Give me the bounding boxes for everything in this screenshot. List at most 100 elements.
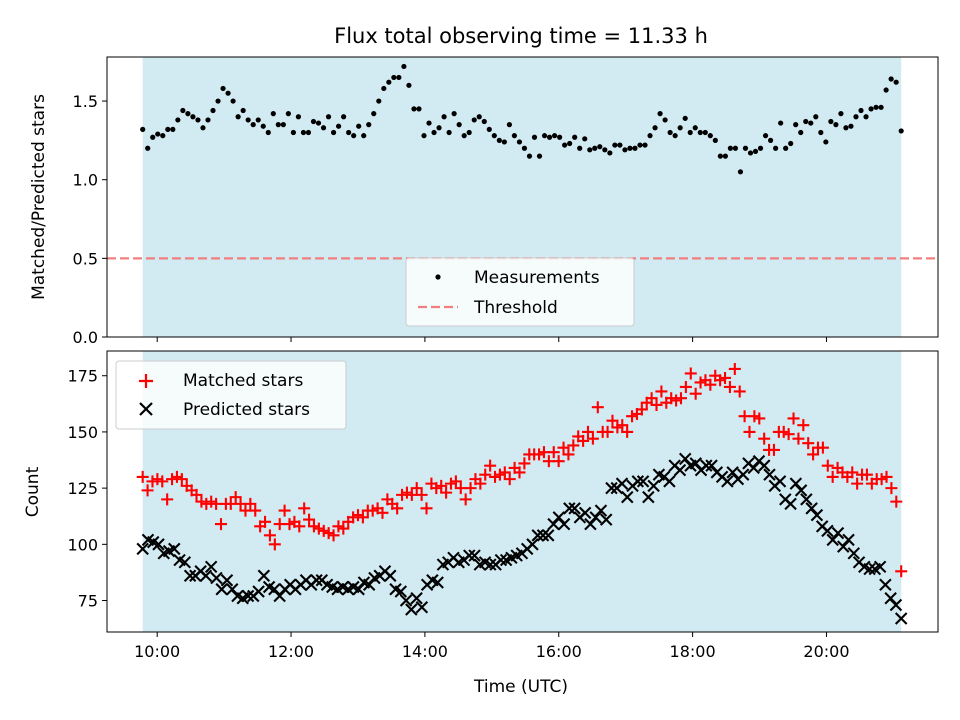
matched-point <box>821 459 834 472</box>
measurement-point <box>356 123 362 129</box>
matched-point <box>141 484 154 497</box>
measurement-point <box>260 123 266 129</box>
ratio-y-tick-label: 1.0 <box>73 171 98 190</box>
measurement-point <box>893 79 899 85</box>
matched-point <box>190 488 203 501</box>
matched-legend-marker <box>139 374 153 388</box>
measurement-point <box>190 114 196 120</box>
measurement-point <box>441 114 447 120</box>
measurement-point <box>461 133 467 139</box>
predicted-point <box>642 490 655 504</box>
predicted-point <box>183 569 197 583</box>
measurement-point <box>471 117 477 123</box>
predicted-point <box>431 576 444 589</box>
count-x-axis-ticks: 10:00 12:00 14:00 16:00 18:00 20:00 <box>134 632 850 661</box>
predicted-point <box>894 612 908 625</box>
x-tick-label: 12:00 <box>268 642 314 661</box>
matched-point <box>303 513 316 526</box>
predicted-point <box>384 569 397 583</box>
measurement-point <box>325 114 332 120</box>
predicted-point <box>463 549 476 562</box>
measurement-point <box>351 133 357 139</box>
predicted-point <box>394 585 408 598</box>
predicted-point <box>757 459 771 472</box>
predicted-point <box>621 490 634 504</box>
measurement-point <box>747 150 754 156</box>
measurement-point <box>617 142 623 148</box>
measurement-point <box>742 145 749 151</box>
measurement-point <box>682 115 688 121</box>
measurement-point <box>406 82 412 88</box>
predicted-point <box>721 475 734 488</box>
predicted-point <box>199 569 213 583</box>
predicted-point <box>615 477 629 490</box>
matched-point <box>420 502 433 515</box>
matched-point <box>156 475 169 488</box>
measurement-point <box>210 107 216 114</box>
predicted-point <box>763 468 776 481</box>
measurement-point <box>421 133 427 139</box>
measurement-point <box>582 136 588 142</box>
matched-point <box>826 470 839 483</box>
predicted-point <box>536 529 550 542</box>
measurement-point <box>200 125 206 131</box>
measurement-point <box>637 142 643 148</box>
matched-point <box>895 565 908 578</box>
measurement-point <box>330 129 337 136</box>
ratio-axes-frame <box>106 56 939 338</box>
matched-point <box>719 371 732 384</box>
measurement-point <box>501 139 507 145</box>
x-tick-label: 20:00 <box>803 642 849 661</box>
matched-point <box>268 538 281 551</box>
measurement-point <box>657 111 663 117</box>
matched-point <box>391 502 404 515</box>
measurement-point <box>160 133 166 139</box>
measurement-point <box>612 142 618 148</box>
measurement-point <box>858 107 864 114</box>
matched-point <box>704 378 717 391</box>
matched-point <box>293 520 306 533</box>
matched-point <box>459 493 472 506</box>
measurement-point <box>823 139 829 145</box>
predicted-point <box>873 560 887 574</box>
count-axes-frame <box>106 350 939 633</box>
predicted-point <box>673 463 687 477</box>
matched-point <box>606 414 619 427</box>
measurement-point <box>481 118 487 125</box>
matched-point <box>582 425 595 438</box>
measurement-point <box>265 129 271 136</box>
matched-point <box>567 439 580 452</box>
matched-point <box>846 466 859 479</box>
measurement-point <box>170 126 176 132</box>
measurement-point <box>451 111 457 117</box>
measurement-point <box>391 74 397 81</box>
matched-point <box>591 401 604 414</box>
measurement-point <box>486 126 492 132</box>
measurement-point <box>712 137 718 143</box>
measurement-legend-marker <box>435 274 441 280</box>
measurement-point <box>180 107 186 114</box>
measurement-point <box>687 129 693 136</box>
matched-point <box>616 419 629 432</box>
measurement-point <box>235 114 241 120</box>
matched-point <box>249 504 262 517</box>
predicted-point <box>773 475 787 488</box>
measurement-point <box>883 87 889 93</box>
matched-point <box>851 477 864 490</box>
matched-point <box>513 466 526 479</box>
predicted-point <box>847 547 861 560</box>
measurement-point <box>175 117 181 123</box>
matched-point <box>484 459 497 472</box>
matched-point <box>645 392 658 405</box>
measurement-point <box>476 114 482 120</box>
predicted-point <box>800 493 813 506</box>
measurement-point <box>662 117 668 123</box>
matched-point <box>229 491 242 504</box>
measurement-point <box>431 129 437 136</box>
predicted-point <box>599 513 613 526</box>
measurement-point <box>722 153 728 159</box>
measurement-point <box>607 150 613 156</box>
measurement-point <box>255 117 261 123</box>
measurement-point <box>220 85 226 92</box>
count-y-tick-label: 75 <box>78 592 98 611</box>
